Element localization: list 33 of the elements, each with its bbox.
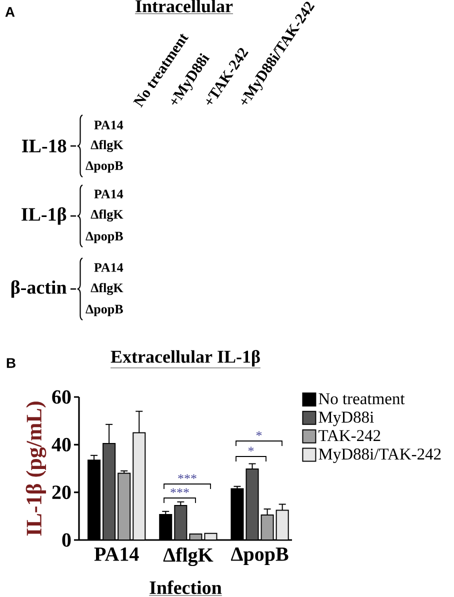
text: IL-18 [22,140,66,152]
text: ΔpopB [86,304,123,316]
text: PA14 [94,120,124,130]
text: ΔpopB [86,232,123,244]
y-tick-label: 60 [52,390,71,404]
text: IL-1β [22,207,66,225]
x-tick-label: PA14 [94,548,139,561]
x-tick-label: ΔpopB [231,548,288,565]
text: β-actin [11,280,67,298]
chart-title: Extracellular IL-1β [110,350,260,367]
legend-label: MyD88i [318,412,374,426]
text: ΔflgK [90,209,124,222]
text: A [5,7,15,17]
text: Intracellular [136,0,233,12]
x-axis-title: Infection [150,580,222,594]
text: ΔflgK [90,282,124,296]
annotation: *** [170,488,189,494]
text: ΔflgK [90,140,124,152]
annotation: * [248,446,254,452]
y-axis-title: IL-1β (pg/mL) [26,402,46,536]
y-tick-label: 20 [52,486,71,500]
y-tick-label: 40 [52,438,71,452]
x-tick-label: ΔflgK [163,548,214,566]
legend-label: MyD88i/TAK-242 [318,448,441,464]
y-tick-label: 0 [62,533,71,547]
legend-label: TAK-242 [318,430,380,442]
annotation: *** [178,474,196,480]
text: PA14 [94,263,124,272]
text: B [6,358,16,368]
legend-label: No treatment [318,393,405,404]
annotation: * [256,431,262,436]
text: ΔpopB [86,161,123,173]
text: PA14 [94,190,124,198]
